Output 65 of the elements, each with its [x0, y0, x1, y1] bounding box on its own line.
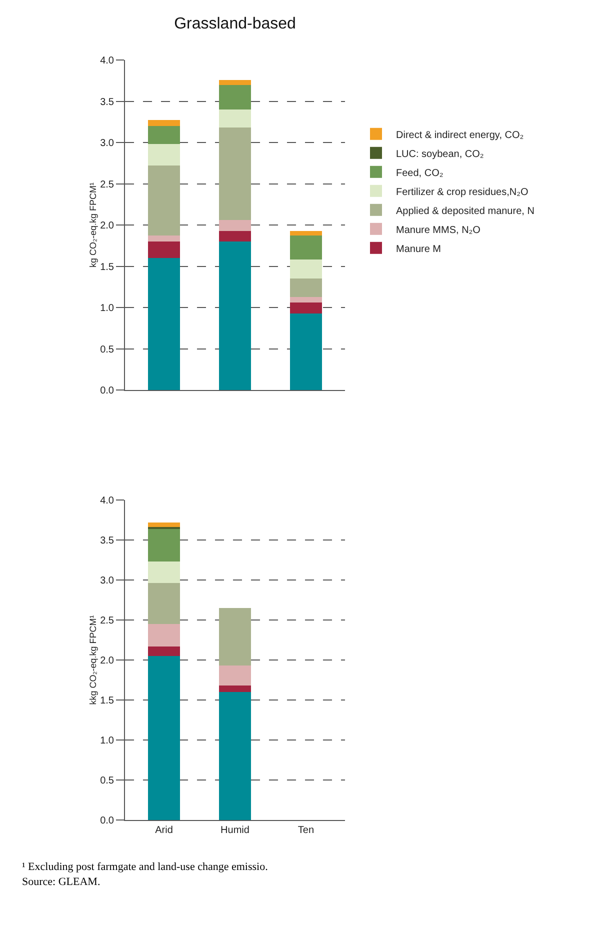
bar: [148, 120, 180, 126]
y-tick-label: 3.0: [100, 138, 114, 149]
bar: [148, 646, 180, 656]
bar: [219, 220, 251, 231]
y-tick-label: 1.5: [100, 696, 114, 706]
bar: [148, 656, 180, 820]
legend-label: Applied & deposited manure, N: [396, 206, 534, 217]
text: ¹ Excluding post farmgate and land-use change emissio.: [22, 860, 269, 875]
y-tick-label: 0.5: [100, 344, 114, 356]
y-tick-label: 3.5: [100, 96, 114, 108]
legend-label: Direct & indirect energy, CO₂: [396, 130, 524, 141]
y-tick-label: 1.0: [100, 303, 114, 314]
y-tick-label: 2.5: [100, 616, 114, 626]
y-tick-label: 2.5: [100, 179, 114, 190]
bar: [148, 126, 180, 144]
bar: [219, 242, 251, 390]
bar: [290, 278, 322, 297]
y-axis-title: kg CO₂-eq.kg FPCM¹: [88, 182, 98, 268]
y-tick-label: 3.0: [100, 576, 114, 586]
bar: [290, 313, 322, 390]
bar: [290, 302, 322, 314]
legend-label: Manure MMS, N₂O: [396, 224, 481, 236]
legend-label: Manure M: [396, 244, 442, 255]
bar: [219, 230, 251, 242]
y-axis-title: kkg CO₂-eq.kg FPCM¹: [88, 615, 98, 705]
y-tick-label: 4.0: [100, 56, 114, 66]
y-tick-label: 1.0: [100, 736, 114, 746]
bar: [219, 686, 251, 692]
bar: [148, 562, 180, 584]
bar: [148, 242, 180, 258]
bar: [219, 692, 251, 820]
y-tick-label: 2.0: [100, 220, 114, 232]
legend-label: Feed, CO₂: [396, 168, 444, 179]
y-tick-label: 0.5: [100, 776, 114, 786]
bar: [148, 166, 180, 236]
bar: [148, 522, 180, 528]
bar: [219, 110, 251, 128]
bar: [219, 80, 251, 85]
bar: [148, 144, 180, 166]
y-tick-label: 3.5: [100, 536, 114, 546]
bar: [290, 230, 322, 236]
bar: [219, 128, 251, 220]
chart-title: Grassland-based: [174, 15, 296, 32]
y-tick-label: 0.0: [100, 816, 114, 826]
bar: [148, 528, 180, 562]
y-tick-label: 1.5: [100, 262, 114, 273]
x-tick-label: Humid: [220, 825, 250, 836]
bar: [290, 296, 322, 303]
bar: [219, 608, 251, 666]
source-note: Source: GLEAM.: [22, 875, 102, 890]
y-tick-label: 0.0: [100, 386, 114, 396]
x-tick-label: Arid: [155, 825, 173, 836]
bar: [148, 583, 180, 624]
bar: [219, 666, 251, 686]
bar: [290, 236, 322, 260]
bar: [290, 260, 322, 279]
y-tick-label: 2.0: [100, 656, 114, 666]
legend-label: LUC: soybean, CO₂: [396, 148, 484, 160]
x-tick-label: Ten: [298, 825, 314, 836]
bar: [148, 624, 180, 646]
y-tick-label: 4.0: [100, 496, 114, 506]
bar: [148, 236, 180, 242]
bar: [148, 258, 180, 390]
legend-label: Fertilizer & crop residues,N₂O: [396, 186, 528, 198]
bar: [219, 84, 251, 110]
